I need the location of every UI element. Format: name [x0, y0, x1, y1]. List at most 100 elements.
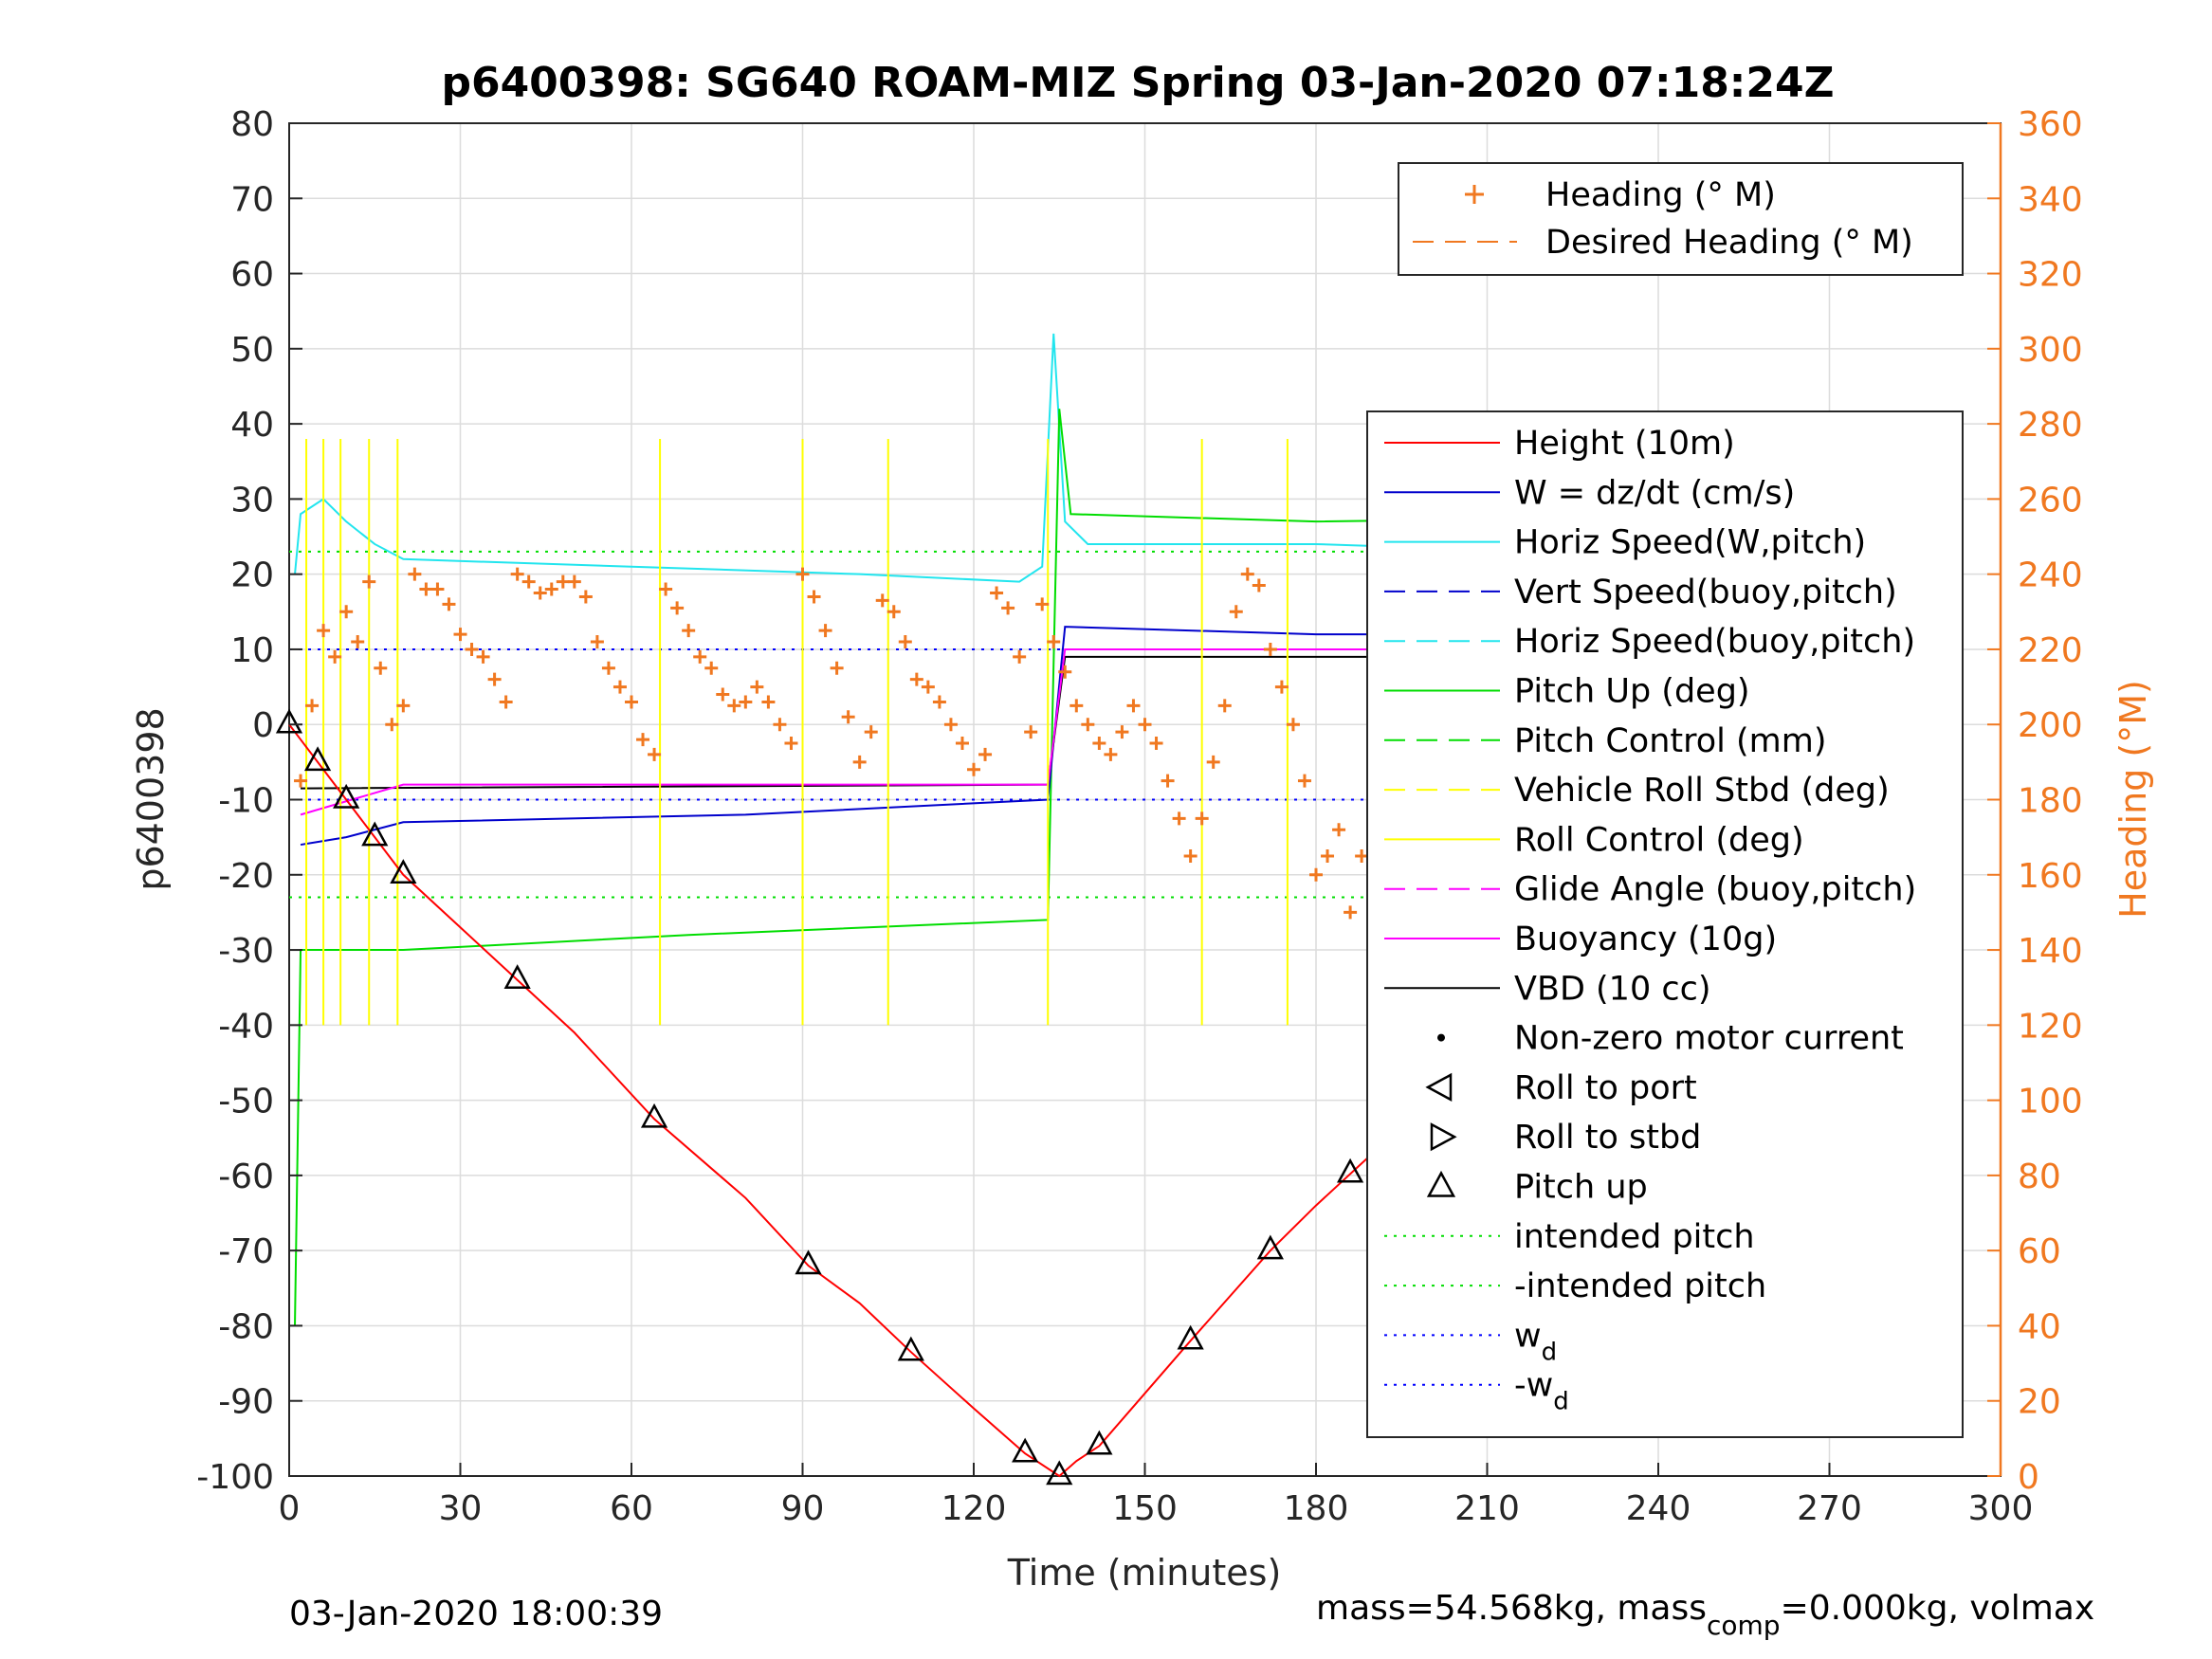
y-right-tick-label: 340 [2018, 180, 2083, 219]
heading-point [704, 661, 719, 675]
x-tick-label: 210 [1454, 1489, 1520, 1528]
y-right-tick-label: 300 [2018, 331, 2083, 370]
y-tick-label: -20 [218, 857, 274, 896]
y-axis-label: p6400398 [130, 707, 172, 890]
heading-point [351, 635, 365, 649]
heading-point [784, 737, 798, 751]
heading-point [1172, 811, 1186, 826]
pitch-up-marker [1012, 1437, 1039, 1463]
chart-title: p6400398: SG640 ROAM-MIZ Spring 03-Jan-2… [441, 59, 1834, 107]
y-right-tick-label: 120 [2018, 1007, 2083, 1046]
y-right-tick-label: 100 [2018, 1083, 2083, 1121]
legend-main-label: -intended pitch [1514, 1267, 1766, 1305]
heading-point [578, 590, 593, 604]
series-w-dzdt [300, 626, 1881, 847]
heading-point [818, 624, 832, 638]
heading-point [1206, 755, 1220, 769]
y-tick-label: -100 [196, 1458, 274, 1497]
footer-mass-pre: mass=54.568kg, mass [1316, 1589, 1707, 1628]
y-right-tick-label: 0 [2018, 1458, 2039, 1497]
heading-point [1344, 905, 1358, 920]
y-tick-label: 20 [230, 556, 274, 595]
y-tick-label: -30 [218, 932, 274, 971]
legend-main-label: Roll Control (deg) [1514, 821, 1804, 859]
pitch-up-marker [1256, 1234, 1284, 1260]
heading-point [567, 574, 581, 589]
heading-point [1013, 649, 1027, 664]
heading-point [453, 628, 467, 642]
heading-point [544, 582, 558, 596]
legend-top-box [1398, 162, 1964, 276]
y-tick-label: -60 [218, 1158, 274, 1196]
heading-point [408, 567, 422, 581]
legends: Heading (° M) Desired Heading (° M) Height… [1366, 162, 1964, 1438]
ticks: 0 30 60 90 120 150 180 210 240 270 300-100-90-80-7… [196, 105, 2082, 1528]
heading-point [1263, 642, 1277, 656]
legend-main-label: Vert Speed(buoy,pitch) [1514, 574, 1897, 611]
heading-point [921, 680, 935, 694]
legend-main-swatch [1425, 1072, 1453, 1102]
heading-point [590, 635, 604, 649]
y-right-tick-label: 40 [2018, 1307, 2061, 1346]
heading-point [648, 747, 662, 761]
heading-point [659, 582, 673, 596]
y-right-tick-label: 320 [2018, 256, 2083, 295]
heading-point [932, 695, 946, 709]
heading-point [1274, 680, 1289, 694]
heading-point [773, 718, 787, 732]
heading-point [750, 680, 764, 694]
heading-point [1047, 635, 1061, 649]
legend-main-label: Horiz Speed(W,pitch) [1514, 524, 1866, 562]
legend-main-label: Vehicle Roll Stbd (deg) [1514, 772, 1890, 810]
heading-point [1069, 699, 1084, 713]
y-tick-label: 70 [230, 180, 274, 219]
legend-main-label: Roll to stbd [1514, 1119, 1701, 1157]
heading-point [830, 661, 844, 675]
legend-main-label: Buoyancy (10g) [1514, 921, 1777, 958]
footer-timestamp: 03-Jan-2020 18:00:39 [289, 1595, 663, 1633]
legend-main-label: Pitch Control (mm) [1514, 722, 1826, 760]
heading-point [1138, 718, 1152, 732]
heading-point [1081, 718, 1095, 732]
y-right-tick-label: 20 [2018, 1383, 2061, 1422]
heading-point [1195, 811, 1209, 826]
heading-point [1332, 823, 1346, 837]
x-tick-label: 300 [1968, 1489, 2034, 1528]
y-tick-label: -70 [218, 1232, 274, 1271]
heading-point [1126, 699, 1141, 713]
pitch-up-marker [361, 821, 389, 847]
x-tick-label: 150 [1112, 1489, 1178, 1528]
y-tick-label: -50 [218, 1083, 274, 1121]
heading-point [693, 649, 707, 664]
heading-point [1161, 774, 1175, 788]
heading-point [625, 695, 638, 709]
heading-point [385, 718, 399, 732]
heading-point [521, 574, 536, 589]
y-right-tick-label: 200 [2018, 706, 2083, 745]
y-tick-label: 80 [230, 105, 274, 144]
heading-point [465, 642, 479, 656]
x-tick-label: 90 [781, 1489, 825, 1528]
heading-point [887, 605, 901, 619]
y-right-tick-label: 280 [2018, 406, 2083, 445]
x-tick-label: 0 [279, 1489, 301, 1528]
y-axis-right-label: Heading (°M) [2112, 680, 2154, 919]
heading-point [978, 747, 993, 761]
heading-point [396, 699, 411, 713]
y-tick-label: 10 [230, 631, 274, 670]
heading-point [305, 699, 320, 713]
legend-top-label: Desired Heading (° M) [1545, 224, 1913, 262]
heading-point [510, 567, 524, 581]
x-tick-label: 270 [1797, 1489, 1862, 1528]
heading-point [442, 597, 456, 611]
heading-point [1286, 718, 1300, 732]
x-tick-label: 180 [1284, 1489, 1349, 1528]
heading-point [727, 699, 741, 713]
heading-point [807, 590, 821, 604]
legend-main-label: Glide Angle (buoy,pitch) [1514, 871, 1916, 909]
legend-main-swatch [1437, 1033, 1445, 1042]
heading-point [601, 661, 615, 675]
footer-mass-post: =0.000kg, volmax [1781, 1589, 2095, 1628]
heading-point [1024, 725, 1038, 739]
legend-main-label: intended pitch [1514, 1218, 1755, 1256]
